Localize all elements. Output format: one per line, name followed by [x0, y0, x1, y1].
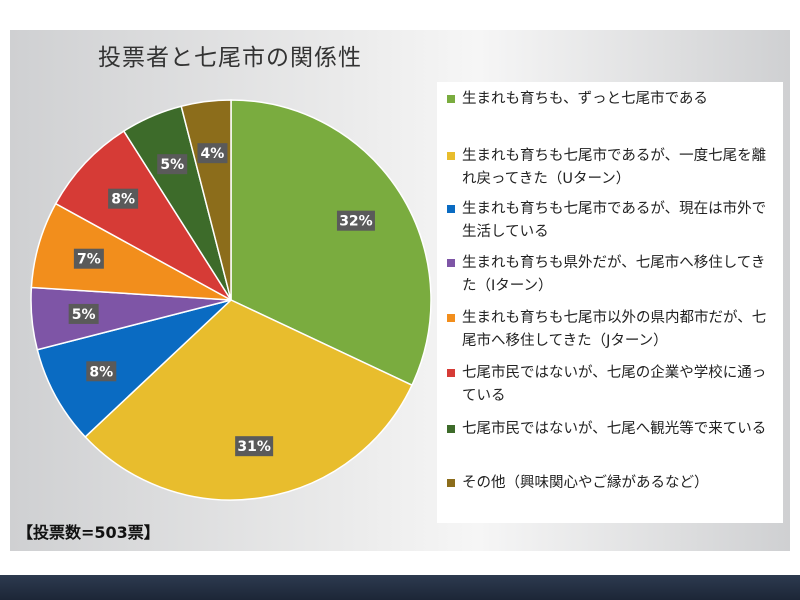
legend: 生まれも育ちも、ずっと七尾市である 生まれも育ちも七尾市であるが、一度七尾を離れ… — [437, 82, 783, 523]
data-label: 32% — [339, 214, 373, 230]
data-label-box — [73, 248, 104, 269]
legend-swatch — [447, 152, 455, 160]
pie-slice — [54, 130, 232, 301]
data-label: 7% — [77, 252, 101, 268]
data-label: 8% — [89, 364, 113, 380]
legend-label: 生まれも育ちも県外だが、七尾市へ移住してきた（Iターン） — [462, 255, 766, 294]
bottom-bar — [0, 575, 800, 600]
data-label-box — [108, 188, 139, 209]
legend-swatch — [447, 205, 455, 213]
legend-swatch — [447, 95, 455, 103]
legend-swatch — [447, 259, 455, 267]
legend-label: その他（興味関心やご縁があるなど） — [462, 475, 709, 491]
legend-swatch — [447, 369, 455, 377]
data-label-box — [235, 436, 274, 457]
data-label: 31% — [237, 439, 271, 455]
data-label: 4% — [201, 146, 225, 162]
legend-swatch — [447, 479, 455, 487]
data-label: 8% — [111, 192, 135, 208]
data-label-box — [197, 143, 228, 164]
data-label: 5% — [160, 157, 184, 173]
data-label-box — [68, 303, 99, 324]
legend-label: 七尾市民ではないが、七尾の企業や学校に通っている — [462, 365, 767, 404]
data-label-box — [157, 154, 188, 175]
legend-swatch — [447, 425, 455, 433]
pie-slice — [230, 99, 432, 387]
pie-slice — [84, 299, 413, 501]
pie-slice — [36, 299, 232, 438]
data-label-box — [86, 361, 117, 382]
data-label-box — [336, 210, 375, 231]
legend-label: 七尾市民ではないが、七尾へ観光等で来ている — [462, 421, 767, 437]
legend-swatch — [447, 314, 455, 322]
legend-label: 生まれも育ちも七尾市であるが、一度七尾を離れ戻ってきた（Uターン） — [462, 148, 767, 187]
legend-label: 生まれも育ちも七尾市であるが、現在は市外で生活している — [462, 201, 767, 240]
chart-title: 投票者と七尾市の関係性 — [98, 45, 362, 71]
legend-label: 生まれも育ちも、ずっと七尾市である — [462, 91, 708, 107]
legend-label: 生まれも育ちも七尾市以外の県内都市だが、七尾市へ移住してきた（Jターン） — [462, 310, 767, 349]
vote-count-note: 【投票数=503票】 — [17, 523, 160, 542]
data-label: 5% — [72, 307, 96, 323]
